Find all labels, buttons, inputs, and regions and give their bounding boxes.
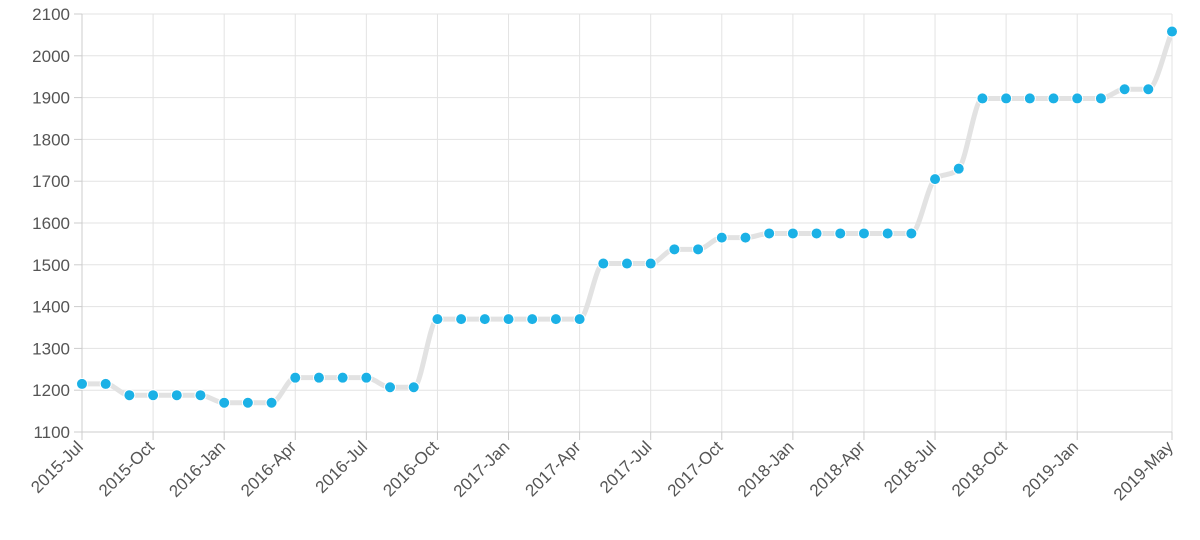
x-tick-label: 2015-Jul bbox=[27, 437, 87, 497]
data-point[interactable] bbox=[644, 257, 657, 270]
data-point[interactable] bbox=[905, 227, 918, 240]
data-point[interactable] bbox=[526, 313, 539, 326]
data-point[interactable] bbox=[170, 389, 183, 402]
y-tick-label: 1800 bbox=[32, 130, 70, 149]
x-tick-label: 2015-Oct bbox=[95, 437, 158, 500]
data-point[interactable] bbox=[123, 389, 136, 402]
data-point[interactable] bbox=[834, 227, 847, 240]
data-point[interactable] bbox=[692, 243, 705, 256]
data-point[interactable] bbox=[1166, 25, 1178, 38]
y-tick-label: 2100 bbox=[32, 5, 70, 24]
x-axis-tick-labels: 2015-Jul 2015-Oct 2016-Jan 2016-Apr 2016-Jul… bbox=[27, 437, 1177, 504]
data-point[interactable] bbox=[952, 162, 965, 175]
data-point[interactable] bbox=[549, 313, 562, 326]
y-tick-label: 1900 bbox=[32, 89, 70, 108]
data-point[interactable] bbox=[881, 227, 894, 240]
data-point[interactable] bbox=[147, 389, 160, 402]
data-points bbox=[76, 25, 1178, 409]
y-tick-label: 1200 bbox=[32, 381, 70, 400]
data-point[interactable] bbox=[1094, 92, 1107, 105]
data-point[interactable] bbox=[715, 231, 728, 244]
y-tick-label: 1400 bbox=[32, 298, 70, 317]
x-tick-label: 2016-Jul bbox=[312, 437, 372, 497]
data-point[interactable] bbox=[1047, 92, 1060, 105]
data-point[interactable] bbox=[573, 313, 586, 326]
data-point[interactable] bbox=[668, 243, 681, 256]
x-tick-label: 2019-Jan bbox=[1018, 437, 1082, 501]
data-point[interactable] bbox=[739, 231, 752, 244]
data-point[interactable] bbox=[455, 313, 468, 326]
data-point[interactable] bbox=[929, 173, 942, 186]
x-tick-label: 2017-Jan bbox=[450, 437, 514, 501]
x-tick-label: 2017-Jul bbox=[596, 437, 656, 497]
x-tick-label: 2018-Apr bbox=[806, 437, 869, 500]
x-tick-label: 2016-Jan bbox=[165, 437, 229, 501]
data-point[interactable] bbox=[241, 396, 254, 409]
data-point[interactable] bbox=[1023, 92, 1036, 105]
data-point[interactable] bbox=[763, 227, 776, 240]
data-point[interactable] bbox=[502, 313, 515, 326]
x-gridlines bbox=[81, 14, 1173, 440]
series-group bbox=[79, 29, 1175, 406]
data-point[interactable] bbox=[857, 227, 870, 240]
data-point[interactable] bbox=[1142, 83, 1155, 96]
data-point[interactable] bbox=[360, 371, 373, 384]
data-point[interactable] bbox=[194, 389, 207, 402]
data-point[interactable] bbox=[597, 257, 610, 270]
y-tick-label: 2000 bbox=[32, 47, 70, 66]
x-tick-label: 2016-Apr bbox=[237, 437, 300, 500]
data-point[interactable] bbox=[1000, 92, 1013, 105]
data-point[interactable] bbox=[976, 92, 989, 105]
series-line bbox=[79, 29, 1175, 406]
data-point[interactable] bbox=[621, 257, 633, 270]
data-point[interactable] bbox=[810, 227, 823, 240]
data-point[interactable] bbox=[478, 313, 491, 326]
x-tick-label: 2018-Jan bbox=[734, 437, 798, 501]
x-tick-label: 2018-Jul bbox=[880, 437, 940, 497]
data-point[interactable] bbox=[786, 227, 799, 240]
data-point[interactable] bbox=[336, 371, 349, 384]
data-point[interactable] bbox=[76, 377, 88, 390]
data-point[interactable] bbox=[384, 381, 397, 394]
data-point[interactable] bbox=[431, 313, 444, 326]
y-tick-label: 1500 bbox=[32, 256, 70, 275]
x-tick-label: 2017-Oct bbox=[664, 437, 727, 500]
y-tick-label: 1600 bbox=[32, 214, 70, 233]
data-point[interactable] bbox=[1118, 83, 1131, 96]
y-tick-label: 1100 bbox=[33, 423, 70, 442]
data-point[interactable] bbox=[99, 377, 112, 390]
data-point[interactable] bbox=[218, 396, 231, 409]
y-gridlines bbox=[74, 13, 1172, 433]
data-point[interactable] bbox=[407, 381, 420, 394]
y-axis-tick-labels: 1100 1200 1300 1400 1500 1600 1700 1800 1900 2000… bbox=[32, 5, 70, 442]
data-point[interactable] bbox=[1071, 92, 1084, 105]
data-point[interactable] bbox=[289, 371, 302, 384]
y-tick-label: 1700 bbox=[32, 172, 70, 191]
data-point[interactable] bbox=[265, 396, 278, 409]
data-point[interactable] bbox=[312, 371, 325, 384]
x-tick-label: 2019-May bbox=[1110, 437, 1177, 504]
x-tick-label: 2018-Oct bbox=[948, 437, 1011, 500]
y-tick-label: 1300 bbox=[32, 339, 70, 358]
x-tick-label: 2017-Apr bbox=[522, 437, 585, 500]
x-tick-label: 2016-Oct bbox=[379, 437, 442, 500]
